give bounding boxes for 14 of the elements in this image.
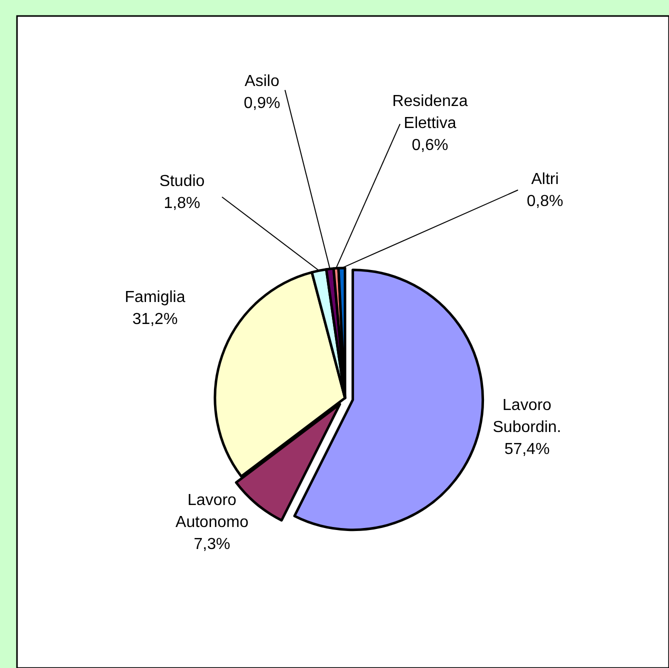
data-label: 0,8% — [526, 193, 564, 210]
slice-label: Studio — [159, 173, 205, 190]
slice-label: Famiglia — [124, 289, 186, 306]
slice-label: Altri — [531, 171, 559, 188]
slice-label: Residenza Elettiva — [392, 93, 468, 132]
slice-label: Lavoro Autonomo — [176, 492, 249, 531]
data-label: 7,3% — [194, 536, 230, 553]
slice-label: Asilo — [244, 73, 280, 90]
data-label: 57,4% — [504, 441, 550, 458]
data-label: 31,2% — [132, 311, 178, 328]
data-label: 0,6% — [412, 137, 448, 154]
data-label: 1,8% — [164, 195, 200, 212]
data-label: 0,9% — [244, 95, 280, 112]
slice-label: Lavoro Subordin. — [492, 397, 562, 436]
